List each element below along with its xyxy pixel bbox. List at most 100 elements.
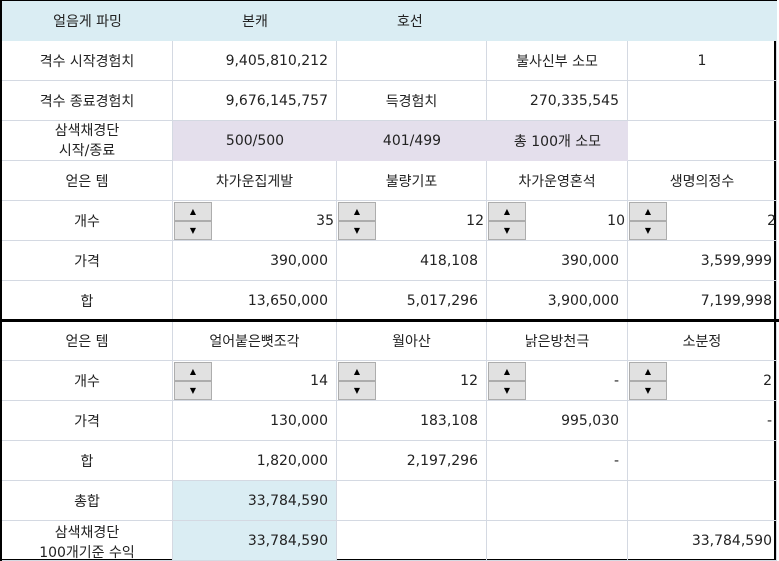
spin-down-button[interactable]: ▼	[629, 221, 667, 240]
spin-down-button[interactable]: ▼	[174, 381, 212, 400]
spin-up-button[interactable]: ▲	[488, 202, 526, 221]
spin-up-button[interactable]: ▲	[629, 202, 667, 221]
triangle-up-icon: ▲	[189, 207, 197, 216]
t1-item-name: 차가운집게발	[173, 161, 337, 201]
spin-up-button[interactable]: ▲	[174, 202, 212, 221]
t1-price-value[interactable]: 390,000	[173, 241, 337, 281]
t2-price-value[interactable]: -	[628, 401, 777, 441]
empty-cell[interactable]	[337, 481, 487, 521]
t1-count-value[interactable]: 12	[337, 201, 487, 241]
triangle-down-icon: ▼	[189, 386, 197, 395]
triangle-down-icon: ▼	[503, 386, 511, 395]
t1-sum-value: 13,650,000	[173, 281, 337, 321]
phoenix-value[interactable]: 1	[628, 41, 777, 81]
t2-count-value[interactable]: 12	[337, 361, 487, 401]
spin-up-button[interactable]: ▲	[488, 362, 526, 381]
t2-count-value[interactable]: -	[487, 361, 628, 401]
triangle-down-icon: ▼	[189, 226, 197, 235]
t1-item-name: 생명의정수	[628, 161, 777, 201]
t1-item-name: 불량기포	[337, 161, 487, 201]
spin-down-button[interactable]: ▼	[338, 381, 376, 400]
tricolor-label-line2: 시작/종료	[58, 142, 116, 159]
empty-cell[interactable]	[628, 121, 777, 161]
empty-cell[interactable]	[487, 521, 628, 561]
t2-item-name: 얼어붙은뼛조각	[173, 322, 337, 361]
t1-price-value[interactable]: 418,108	[337, 241, 487, 281]
t2-price-value[interactable]: 130,000	[173, 401, 337, 441]
t2-row-label-count: 개수	[2, 361, 173, 401]
t2-price-value[interactable]: 183,108	[337, 401, 487, 441]
t1-spinner-2[interactable]: ▲ ▼	[488, 202, 526, 240]
triangle-up-icon: ▲	[644, 207, 652, 216]
tricolor-end[interactable]: 401/499	[337, 121, 487, 161]
exp-gain-label: 득경험치	[337, 81, 487, 121]
tricolor-label-line1: 삼색채경단	[54, 122, 120, 139]
t1-spinner-1[interactable]: ▲ ▼	[338, 202, 376, 240]
t1-sum-value: 7,199,998	[628, 281, 777, 321]
per100-label-line1: 삼색채경단	[54, 524, 120, 541]
spin-down-button[interactable]: ▼	[174, 221, 212, 240]
t1-price-value[interactable]: 390,000	[487, 241, 628, 281]
t1-count-value[interactable]: 35	[173, 201, 337, 241]
t1-row-label-count: 개수	[2, 201, 173, 241]
empty-cell[interactable]	[628, 481, 777, 521]
t1-spinner-3[interactable]: ▲ ▼	[629, 202, 667, 240]
exp-start-label: 격수 시작경험치	[2, 41, 173, 81]
t1-row-label-item: 얻은 템	[2, 161, 173, 201]
empty-cell[interactable]	[337, 521, 487, 561]
exp-end-value[interactable]: 9,676,145,757	[173, 81, 337, 121]
t2-sum-value: 1,820,000	[173, 441, 337, 481]
exp-end-label: 격수 종료경험치	[2, 81, 173, 121]
t2-item-name: 낡은방천극	[487, 322, 628, 361]
tricolor-start[interactable]: 500/500	[173, 121, 337, 161]
t2-sum-value: -	[487, 441, 628, 481]
t2-spinner-1[interactable]: ▲ ▼	[338, 362, 376, 400]
spin-up-button[interactable]: ▲	[629, 362, 667, 381]
spin-up-button[interactable]: ▲	[338, 202, 376, 221]
spin-down-button[interactable]: ▼	[338, 221, 376, 240]
triangle-down-icon: ▼	[644, 386, 652, 395]
t2-spinner-2[interactable]: ▲ ▼	[488, 362, 526, 400]
t1-row-label-price: 가격	[2, 241, 173, 281]
t1-count-value[interactable]: 10	[487, 201, 628, 241]
per100-value-right: 33,784,590	[628, 521, 777, 561]
t2-spinner-0[interactable]: ▲ ▼	[174, 362, 212, 400]
total-label: 총합	[2, 481, 173, 521]
header-fill	[487, 1, 777, 41]
triangle-down-icon: ▼	[353, 226, 361, 235]
header-server: 호선	[337, 1, 487, 41]
total-value: 33,784,590	[173, 481, 337, 521]
t2-row-label-price: 가격	[2, 401, 173, 441]
t1-sum-value: 3,900,000	[487, 281, 628, 321]
empty-cell[interactable]	[628, 81, 777, 121]
triangle-up-icon: ▲	[353, 367, 361, 376]
t1-item-name: 차가운영혼석	[487, 161, 628, 201]
triangle-down-icon: ▼	[644, 226, 652, 235]
t2-spinner-3[interactable]: ▲ ▼	[629, 362, 667, 400]
t2-count-value[interactable]: 2	[628, 361, 777, 401]
t2-count-value[interactable]: 14	[173, 361, 337, 401]
triangle-down-icon: ▼	[353, 386, 361, 395]
spin-down-button[interactable]: ▼	[488, 381, 526, 400]
triangle-down-icon: ▼	[503, 226, 511, 235]
spin-up-button[interactable]: ▲	[338, 362, 376, 381]
header-title: 얼음게 파밍	[2, 1, 173, 41]
exp-start-value[interactable]: 9,405,810,212	[173, 41, 337, 81]
empty-cell[interactable]	[487, 481, 628, 521]
per100-value: 33,784,590	[173, 521, 337, 561]
empty-cell[interactable]	[337, 41, 487, 81]
tricolor-label: 삼색채경단 시작/종료	[2, 121, 173, 161]
t1-count-value[interactable]: 2	[628, 201, 777, 241]
spin-down-button[interactable]: ▼	[488, 221, 526, 240]
t2-item-name: 소분정	[628, 322, 777, 361]
t1-spinner-0[interactable]: ▲ ▼	[174, 202, 212, 240]
section-divider	[2, 319, 779, 322]
t2-row-label-item: 얻은 템	[2, 322, 173, 361]
spin-up-button[interactable]: ▲	[174, 362, 212, 381]
t1-price-value[interactable]: 3,599,999	[628, 241, 777, 281]
t2-price-value[interactable]: 995,030	[487, 401, 628, 441]
phoenix-label: 불사신부 소모	[487, 41, 628, 81]
spin-down-button[interactable]: ▼	[629, 381, 667, 400]
triangle-up-icon: ▲	[503, 207, 511, 216]
